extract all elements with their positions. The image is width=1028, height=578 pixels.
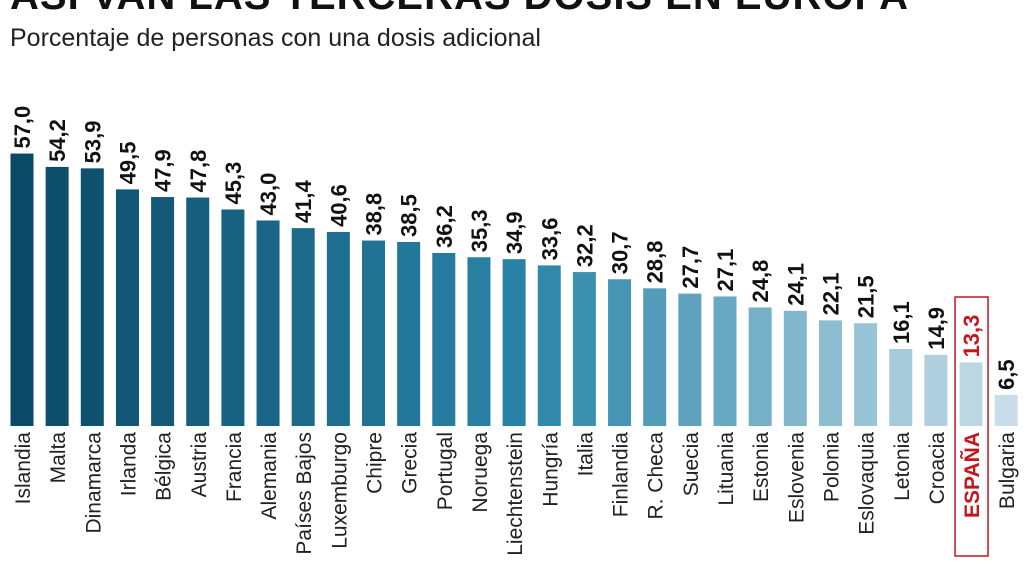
category-label: Alemania	[258, 432, 281, 520]
value-label: 6,5	[994, 359, 1019, 390]
value-label: 43,0	[256, 173, 281, 216]
category-label: Polonia	[820, 432, 843, 502]
bar	[678, 293, 702, 426]
bar	[151, 197, 175, 426]
bar	[186, 197, 210, 426]
chart-subtitle: Porcentaje de personas con una dosis adi…	[10, 24, 541, 52]
category-label: R. Checa	[645, 432, 668, 520]
bar	[432, 252, 456, 426]
category-label: Estonia	[750, 432, 773, 502]
value-label: 32,2	[572, 224, 597, 267]
bar	[115, 189, 139, 426]
value-label: 54,2	[45, 119, 70, 162]
bar	[748, 307, 772, 426]
category-label: Letonia	[891, 432, 914, 501]
bar	[854, 323, 878, 426]
bar	[537, 265, 561, 426]
bar	[889, 349, 913, 426]
value-label: 16,1	[889, 301, 914, 344]
bar	[291, 228, 315, 426]
category-label: Bulgaria	[996, 432, 1019, 509]
bar	[783, 310, 807, 426]
value-label: 41,4	[291, 180, 316, 224]
category-label: Malta	[47, 432, 70, 484]
bar	[221, 209, 245, 426]
value-label: 21,5	[854, 275, 879, 318]
category-label: Austria	[188, 432, 211, 498]
chart-title: ASÍ VAN LAS TERCERAS DOSIS EN EUROPA	[10, 0, 909, 19]
category-label: Portugal	[434, 432, 457, 510]
value-label: 33,6	[537, 218, 562, 261]
bar	[643, 288, 667, 426]
bar	[10, 153, 34, 427]
value-label: 34,9	[502, 211, 527, 254]
value-label: 57,0	[10, 106, 35, 149]
bar	[608, 279, 632, 426]
highlight-box	[954, 296, 989, 557]
category-label: Dinamarca	[82, 432, 105, 534]
category-label: Bélgica	[153, 432, 176, 501]
bar	[818, 320, 842, 426]
bar	[362, 240, 385, 426]
value-label: 22,1	[818, 273, 843, 316]
category-label: Irlanda	[117, 432, 140, 497]
value-label: 27,1	[713, 249, 738, 292]
category-label: Liechtenstein	[504, 432, 527, 556]
category-label: Hungría	[539, 432, 562, 507]
bar	[45, 166, 69, 426]
bar	[572, 272, 596, 426]
bar	[924, 354, 948, 426]
value-label: 38,8	[362, 193, 387, 236]
bar	[467, 257, 491, 426]
value-label: 47,9	[151, 149, 176, 192]
value-label: 27,7	[678, 246, 703, 289]
bar	[326, 231, 350, 426]
category-label: Grecia	[399, 432, 422, 494]
bar	[502, 259, 526, 426]
value-label: 30,7	[608, 231, 633, 274]
bar	[959, 362, 983, 426]
category-label: Eslovenia	[785, 432, 808, 523]
value-label: 13,3	[959, 315, 984, 358]
category-label: Países Bajos	[293, 432, 316, 555]
bar	[994, 394, 1018, 426]
value-label: 35,3	[467, 209, 492, 252]
value-label: 40,6	[326, 184, 351, 227]
category-label: Italia	[574, 432, 597, 477]
category-label: Luxemburgo	[328, 432, 351, 549]
category-label: Finlandia	[610, 432, 633, 518]
value-label: 28,8	[643, 241, 668, 284]
value-label: 53,9	[80, 121, 105, 164]
value-label: 36,2	[432, 205, 457, 248]
value-label: 14,9	[924, 307, 949, 350]
category-label: Francia	[223, 432, 246, 502]
bar	[256, 220, 280, 426]
category-label: ESPAÑA	[961, 432, 984, 518]
category-label: Suecia	[680, 432, 703, 497]
category-label: Eslovaquia	[856, 432, 879, 535]
bar	[397, 241, 421, 426]
category-label: Islandia	[12, 432, 35, 505]
value-label: 45,3	[221, 162, 246, 205]
category-label: Noruega	[469, 432, 492, 513]
category-label: Croacia	[926, 432, 949, 505]
value-label: 38,5	[397, 194, 422, 237]
bar	[80, 168, 104, 426]
category-label: Chipre	[364, 432, 387, 494]
value-label: 49,5	[115, 142, 140, 185]
value-label: 47,8	[186, 150, 211, 193]
value-label: 24,1	[783, 263, 808, 306]
value-label: 24,8	[748, 260, 773, 303]
bar	[713, 296, 737, 426]
category-label: Lituania	[715, 432, 738, 506]
